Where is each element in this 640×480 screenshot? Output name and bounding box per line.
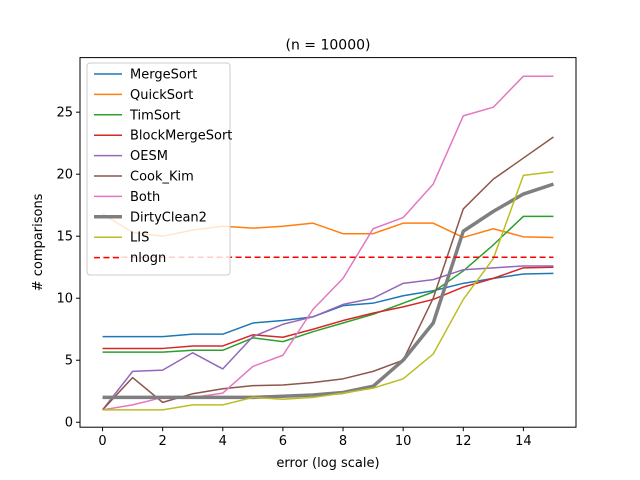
- legend-entry-label: OESM: [130, 149, 168, 164]
- y-tick-label: 25: [56, 106, 73, 121]
- legend-entry-label: MergeSort: [130, 68, 197, 83]
- legend-entry-label: DirtyClean2: [130, 210, 207, 225]
- series-line-lis: [102, 170, 554, 411]
- series-line-oesm: [101, 265, 554, 411]
- legend-entry-label: LIS: [130, 231, 149, 246]
- y-tick-label: 5: [65, 354, 73, 369]
- x-tick-label: 0: [98, 434, 106, 449]
- x-tick-label: 14: [515, 434, 532, 449]
- legend-entry-label: Cook_Kim: [130, 170, 194, 185]
- legend-frame: [86, 62, 231, 276]
- legend: MergeSort QuickSort TimSort BlockMergeSort O…: [86, 62, 232, 276]
- series-line-blockmergesort: [102, 266, 554, 350]
- y-tick-label: 20: [56, 168, 73, 183]
- y-axis: 0 5 10 15 20 25: [56, 106, 80, 431]
- x-axis-label: error (log scale): [276, 456, 379, 471]
- series-layer: [101, 75, 554, 411]
- x-tick-label: 4: [219, 434, 227, 449]
- legend-entry-label: Both: [130, 190, 160, 205]
- chart-title: (n = 10000): [286, 38, 371, 54]
- x-axis: 0 2 4 6 8 10 12 14: [98, 427, 532, 449]
- legend-entry-label: nlogn: [130, 251, 166, 266]
- x-tick-label: 2: [159, 434, 167, 449]
- x-tick-label: 12: [455, 434, 472, 449]
- x-tick-label: 10: [395, 434, 412, 449]
- legend-entry-label: TimSort: [129, 108, 180, 123]
- plot-frame: [79, 57, 577, 428]
- y-axis-label: # comparisons: [31, 193, 46, 291]
- legend-entry-label: BlockMergeSort: [130, 129, 232, 144]
- x-tick-label: 8: [339, 434, 347, 449]
- x-tick-label: 6: [279, 434, 287, 449]
- y-tick-label: 10: [56, 292, 73, 307]
- y-tick-label: 15: [56, 230, 73, 245]
- y-tick-label: 0: [65, 416, 73, 431]
- series-line-dirtyclean2: [102, 182, 554, 400]
- legend-entry-label: QuickSort: [130, 88, 193, 103]
